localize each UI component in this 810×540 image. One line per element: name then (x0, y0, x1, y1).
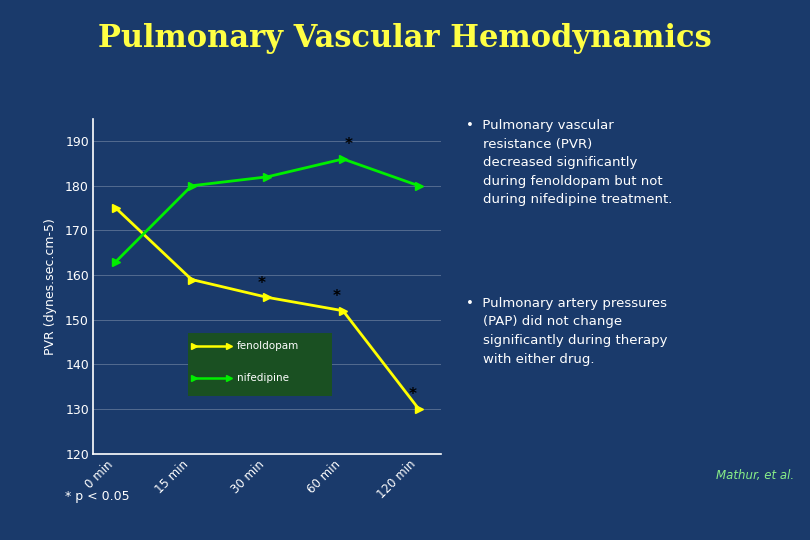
Text: *: * (333, 289, 341, 304)
Text: fenoldopam: fenoldopam (237, 341, 299, 352)
Y-axis label: PVR (dynes.sec.cm-5): PVR (dynes.sec.cm-5) (44, 218, 57, 355)
Text: *: * (345, 137, 353, 152)
Text: Pulmonary Vascular Hemodynamics: Pulmonary Vascular Hemodynamics (98, 23, 712, 55)
Text: •  Pulmonary vascular
    resistance (PVR)
    decreased significantly
    durin: • Pulmonary vascular resistance (PVR) de… (466, 119, 672, 206)
Text: *: * (409, 387, 416, 402)
Text: •  Pulmonary artery pressures
    (PAP) did not change
    significantly during : • Pulmonary artery pressures (PAP) did n… (466, 297, 667, 366)
Text: *: * (258, 275, 265, 291)
Text: * p < 0.05: * p < 0.05 (65, 490, 130, 503)
Text: nifedipine: nifedipine (237, 373, 289, 383)
Text: Mathur, et al.: Mathur, et al. (716, 469, 794, 482)
Bar (188, 333, 331, 396)
